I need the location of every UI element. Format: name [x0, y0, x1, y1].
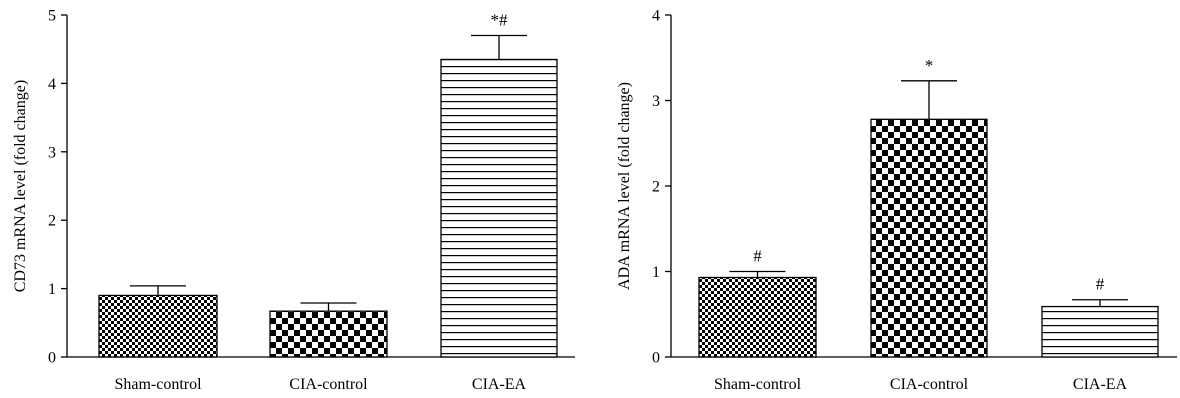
ada-y-tick-label: 2 — [652, 179, 660, 196]
cd73-bar-2 — [269, 310, 388, 358]
ada-bar-3 — [1041, 305, 1159, 358]
cd73-category-label-1: Sham-control — [114, 376, 202, 393]
cd73-y-tick-label: 0 — [48, 350, 56, 367]
ada-category-label-2: CIA-control — [890, 376, 969, 393]
cd73-category-label-3: CIA-EA — [472, 376, 527, 393]
ada-significance-mark-1: # — [753, 247, 762, 266]
ada-significance-mark-3: # — [1096, 275, 1105, 294]
ada-chart: ADA mRNA level (fold change) 0 1 2 3 4 # Sham-… — [616, 8, 1177, 393]
cd73-significance-mark-3: *# — [491, 11, 509, 30]
cd73-bar-1 — [98, 294, 218, 358]
cd73-y-tick-label: 4 — [48, 76, 56, 93]
cd73-y-tick-label: 2 — [48, 213, 56, 230]
ada-category-label-1: Sham-control — [714, 376, 802, 393]
ada-significance-mark-2: * — [925, 56, 934, 75]
cd73-y-axis-title: CD73 mRNA level (fold change) — [12, 80, 29, 292]
ada-y-tick-label: 4 — [652, 8, 660, 25]
ada-bar-2 — [870, 118, 988, 358]
ada-bar-1 — [698, 276, 817, 358]
ada-y-tick-label: 0 — [652, 350, 660, 367]
cd73-y-tick-label: 3 — [48, 144, 56, 161]
cd73-bar-3 — [440, 58, 558, 358]
ada-category-label-3: CIA-EA — [1073, 376, 1128, 393]
cd73-chart: CD73 mRNA level (fold change) 0 1 2 3 4 5 Sham… — [12, 8, 575, 393]
ada-y-axis-title: ADA mRNA level (fold change) — [616, 82, 633, 290]
ada-y-tick-label: 1 — [652, 264, 660, 281]
cd73-y-tick-label: 5 — [48, 8, 56, 25]
cd73-y-tick-label: 1 — [48, 281, 56, 298]
cd73-category-label-2: CIA-control — [289, 376, 368, 393]
ada-y-tick-label: 3 — [652, 93, 660, 110]
